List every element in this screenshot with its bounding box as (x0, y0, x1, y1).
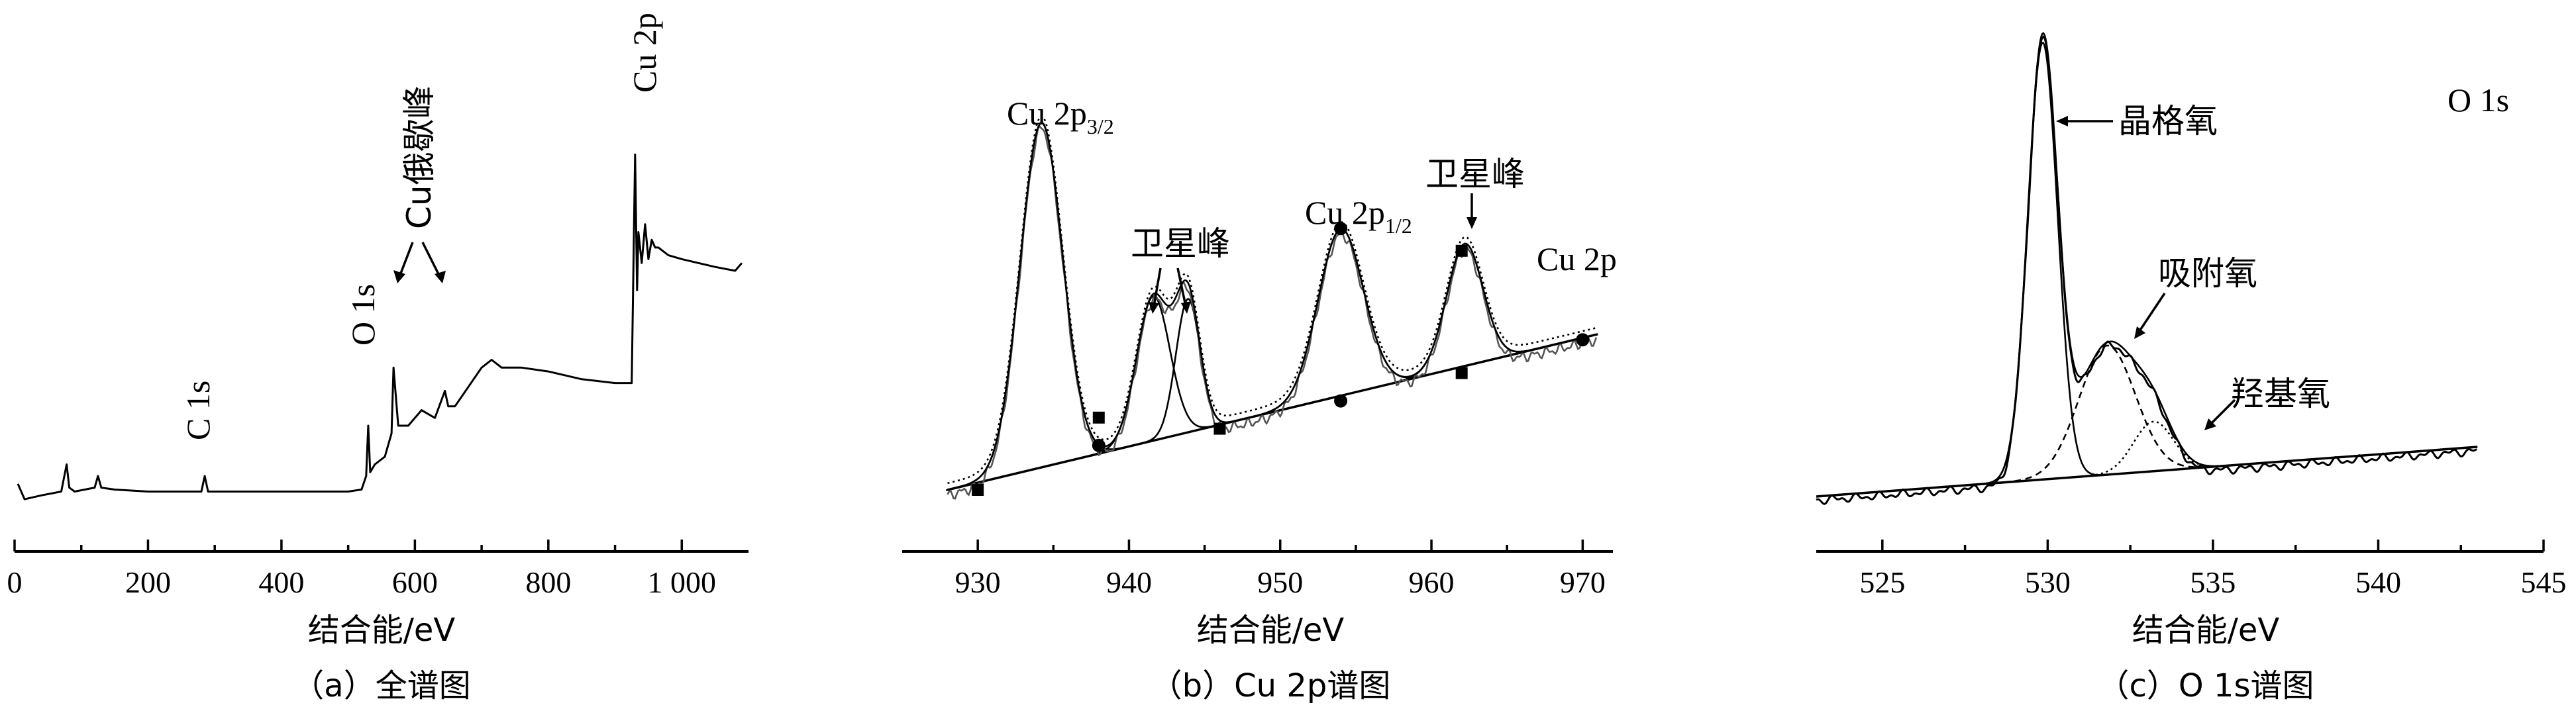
annotation-lattice-oxygen: 晶格氧 (2118, 102, 2218, 140)
panel-a-x-axis-label: 结合能/eV (308, 612, 456, 649)
panel-b-baseline (947, 333, 1598, 491)
auger-arrow-right (421, 242, 441, 277)
panel-b-marker (1213, 422, 1226, 435)
adsorbed-arrow (2138, 293, 2166, 332)
panel-b-marker (1334, 222, 1348, 236)
panel-b-tick-label: 930 (955, 565, 1001, 599)
panel-b-tick-label: 950 (1257, 565, 1303, 599)
panel-b-marker (1455, 367, 1468, 379)
panel-b-marker (1576, 333, 1590, 347)
panel-c-x-axis-label: 结合能/eV (2132, 612, 2280, 649)
panel-b-component-peak (1078, 295, 1227, 459)
annotation-cu2p-survey: Cu 2p (626, 13, 663, 93)
panel-b-component-peak (1382, 242, 1545, 387)
panel-c-component-peak (1975, 42, 2110, 486)
panel-b-marker (1455, 244, 1468, 257)
lattice-arrowhead (2056, 116, 2068, 126)
panel-b-marker (972, 484, 984, 496)
annotation-cu2p32: Cu 2p3/2 (1007, 95, 1114, 138)
annotation-hydroxyl-oxygen: 羟基氧 (2231, 375, 2330, 413)
panel-c-tick-label: 540 (2355, 565, 2401, 599)
panel-a-tick-label: 400 (258, 565, 304, 599)
cu2p32-subscript: 3/2 (1087, 115, 1114, 138)
panel-c-tick-label: 545 (2521, 565, 2567, 599)
panel-a-tick-label: 200 (125, 565, 171, 599)
panel-b-legend: Cu 2p (1537, 240, 1617, 277)
auger-arrowhead-left (393, 270, 405, 283)
panel-b-component-peak (945, 121, 1135, 491)
panel-a-survey-spectrum: 0 200 400 600 800 1 000 结合能/eV （a）全谱图 C 1s O … (7, 13, 748, 704)
panel-b-component-peak (1238, 228, 1442, 421)
annotation-cu-auger: Cu俄歇峰 (400, 85, 438, 229)
panel-a-tick-label: 800 (525, 565, 571, 599)
annotation-adsorbed-oxygen: 吸附氧 (2158, 254, 2257, 293)
panel-c-tick-label: 535 (2190, 565, 2236, 599)
satellite-arrowhead-2 (1467, 217, 1477, 229)
panel-c-caption: （c）O 1s谱图 (2098, 667, 2314, 704)
panel-a-tick-label: 600 (392, 565, 438, 599)
panel-c-tick-label: 530 (2025, 565, 2071, 599)
satellite-arrow-1b (1176, 267, 1187, 307)
panel-b-cu2p-spectrum: 930 940 950 960 970 结合能/eV （b）Cu 2p谱图 Cu 2p3… (902, 95, 1617, 704)
panel-b-marker (1334, 394, 1348, 408)
auger-arrow-left (398, 242, 414, 277)
panel-b-marker (1092, 411, 1105, 424)
hydroxyl-arrow (2210, 399, 2236, 425)
panel-b-tick-label: 940 (1106, 565, 1152, 599)
panel-b-tick-label: 960 (1409, 565, 1455, 599)
hydroxyl-arrowhead (2204, 418, 2216, 430)
panel-c-tick-label: 525 (1859, 565, 1905, 599)
panel-b-tick-label: 970 (1560, 565, 1606, 599)
panel-a-survey-curve (17, 154, 743, 500)
panel-c-legend: O 1s (2447, 81, 2509, 119)
panel-b-marker (1092, 438, 1106, 452)
annotation-cu2p12: Cu 2p1/2 (1305, 194, 1412, 238)
auger-arrowhead-right (435, 271, 446, 283)
satellite-arrowhead-1b (1181, 301, 1191, 314)
panel-a-tick-label: 1 000 (648, 565, 717, 599)
annotation-c1s: C 1s (180, 381, 217, 440)
adsorbed-arrowhead (2134, 326, 2145, 339)
cu2p32-main-text: Cu 2p (1007, 95, 1087, 132)
panel-b-envelope (947, 121, 1597, 491)
satellite-arrow-1a (1153, 267, 1162, 307)
panel-b-caption: （b）Cu 2p谱图 (1151, 667, 1391, 704)
cu2p12-subscript: 1/2 (1385, 214, 1412, 238)
satellite-arrowhead-1a (1149, 302, 1159, 314)
panel-b-x-axis-label: 结合能/eV (1197, 612, 1345, 649)
annotation-satellite-2: 卫星峰 (1425, 155, 1525, 193)
cu2p12-main-text: Cu 2p (1305, 194, 1385, 231)
annotation-satellite-1: 卫星峰 (1131, 224, 1230, 263)
panel-c-component-peak (1981, 344, 2234, 485)
panel-a-caption: （a）全谱图 (292, 667, 470, 704)
panel-c-o1s-spectrum: 525 530 535 540 545 结合能/eV （c）O 1s谱图 晶格氧 吸附氧… (1816, 32, 2567, 704)
panel-a-tick-label: 0 (7, 565, 23, 599)
annotation-o1s: O 1s (344, 284, 382, 346)
panel-c-envelope (1816, 32, 2477, 498)
